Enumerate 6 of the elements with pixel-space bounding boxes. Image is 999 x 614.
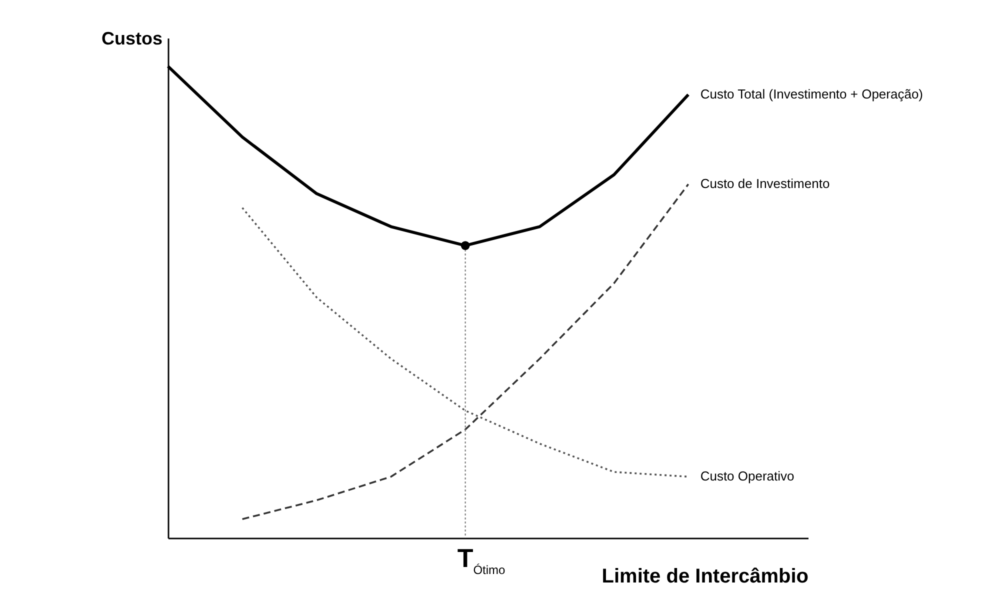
text: T$_{Ótimo}$ (457, 543, 506, 578)
series-label: Custo de Investimento (700, 176, 830, 192)
x-axis-title: Limite de Intercâmbio (602, 566, 808, 588)
series-label: Custo Operativo (700, 468, 794, 484)
series-label: Custo Total (Investimento + Operação) (700, 86, 924, 102)
y-axis-title: Custos (101, 28, 162, 48)
